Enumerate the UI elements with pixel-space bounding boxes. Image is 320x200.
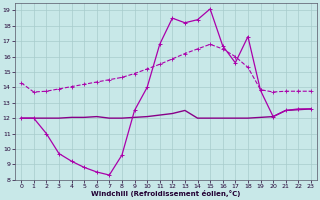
X-axis label: Windchill (Refroidissement éolien,°C): Windchill (Refroidissement éolien,°C) — [91, 190, 241, 197]
